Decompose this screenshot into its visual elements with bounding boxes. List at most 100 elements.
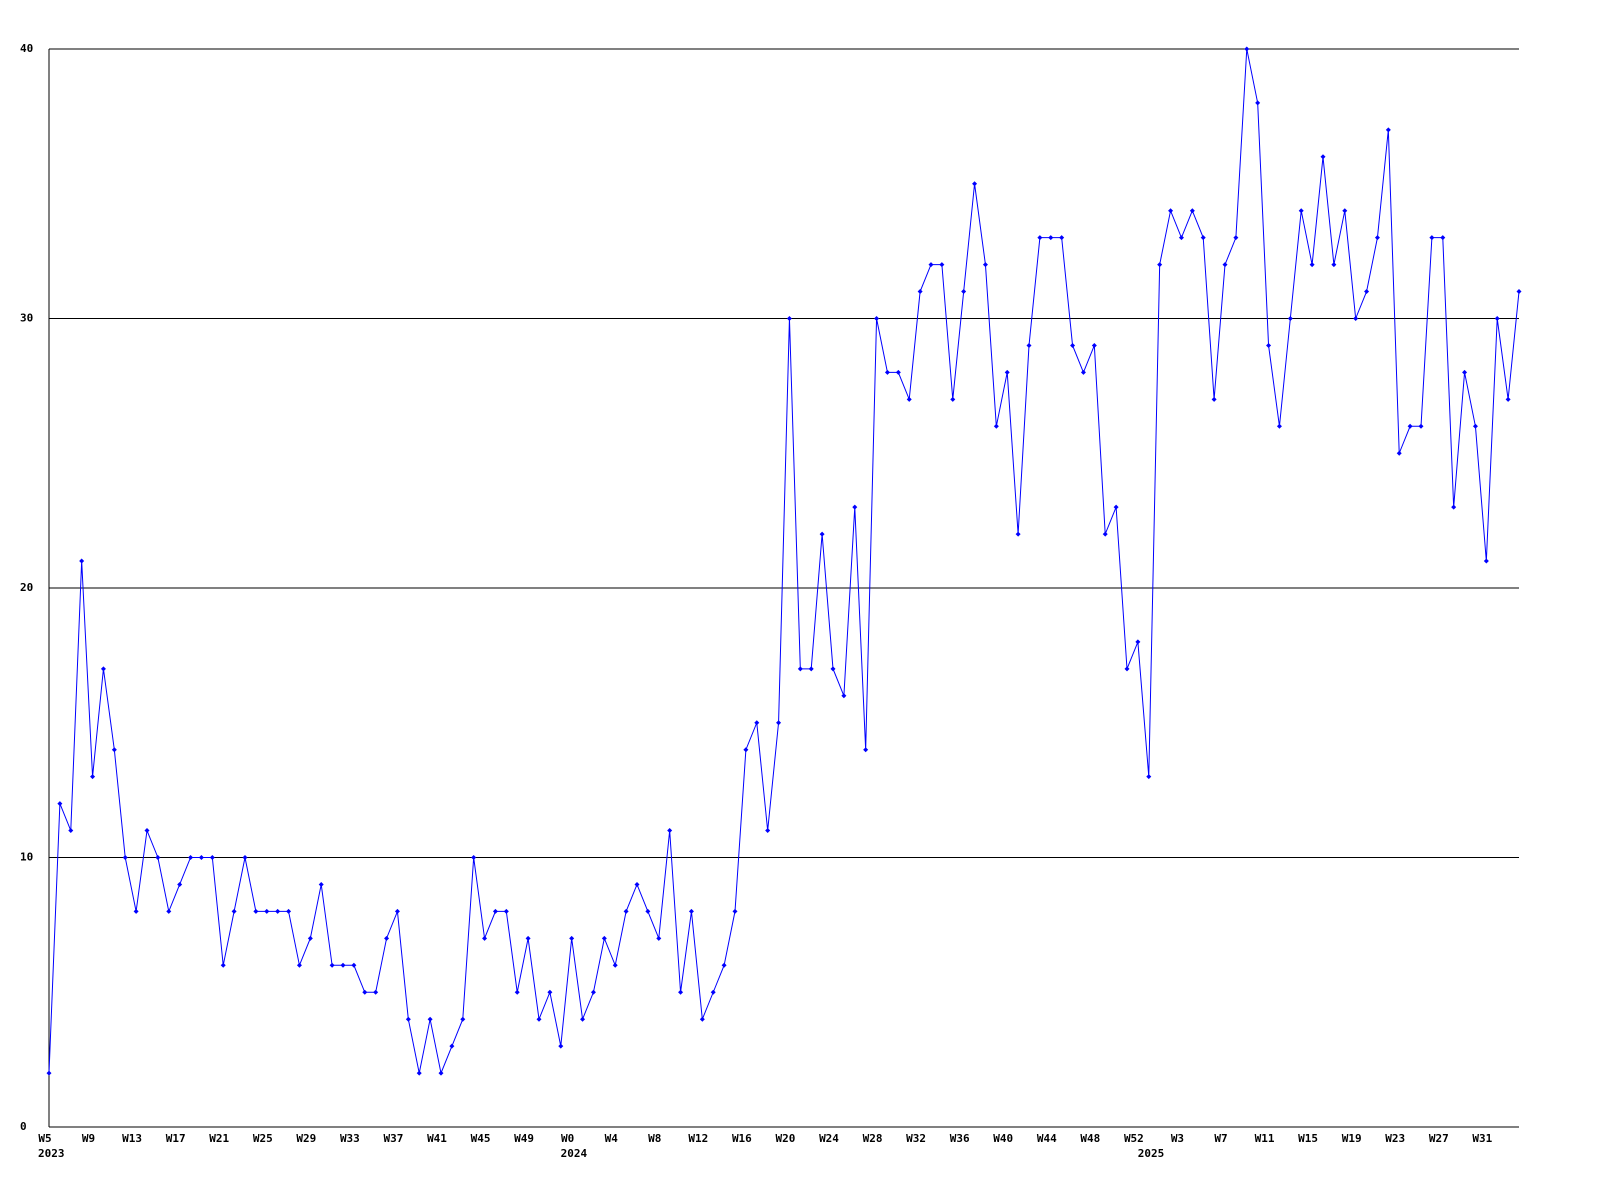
data-point [90,774,96,780]
data-point [1407,423,1413,429]
x-tick-label: W25 [253,1132,273,1145]
data-point [1276,423,1282,429]
data-point [1287,316,1293,321]
data-point [1483,558,1489,564]
x-tick-label: W20 [776,1132,796,1145]
x-tick-label: W11 [1255,1132,1275,1145]
x-tick-label: W5 [38,1132,51,1145]
data-point [928,262,934,268]
data-point [1059,235,1065,241]
data-point [1494,316,1500,321]
data-point [569,935,575,941]
data-point [558,1043,564,1049]
data-point [1070,342,1076,348]
x-tick-label: W45 [471,1132,491,1145]
data-point [743,747,749,753]
data-point [264,908,270,914]
data-point [1233,235,1239,241]
data-point [209,855,215,860]
x-tick-label: W33 [340,1132,360,1145]
data-point [525,935,531,941]
data-point [318,881,324,887]
data-point [1091,342,1097,348]
data-point [895,369,901,375]
data-point [645,908,651,914]
x-tick-label: W31 [1472,1132,1492,1145]
data-point [536,1016,542,1022]
x-tick-label: W24 [819,1132,839,1145]
y-tick-label: 10 [20,851,33,864]
data-point [155,855,161,860]
x-year-label: 2023 [38,1147,65,1160]
data-point [765,828,771,834]
data-point [808,666,814,672]
data-point [863,747,869,753]
data-point [699,1016,705,1022]
data-point [623,908,629,914]
data-point [405,1016,411,1022]
data-point [471,855,477,860]
data-point [1505,396,1511,402]
data-point [122,855,128,860]
data-point [874,316,880,321]
data-point [460,1016,466,1022]
data-point [580,1016,586,1022]
data-point [1037,235,1043,241]
data-point [340,962,346,968]
x-tick-label: W36 [950,1132,970,1145]
x-tick-label: W16 [732,1132,752,1145]
x-tick-label: W32 [906,1132,926,1145]
data-point [1364,289,1370,295]
data-point [993,423,999,429]
data-point [1374,235,1380,241]
data-point [1451,504,1457,510]
data-point [590,989,596,995]
data-point [438,1070,444,1076]
data-point [1048,235,1054,241]
data-point [307,935,313,941]
x-year-label: 2025 [1138,1147,1165,1160]
x-tick-label: W23 [1385,1132,1405,1145]
data-point [1440,235,1446,241]
data-point [492,908,498,914]
x-tick-label: W21 [209,1132,229,1145]
data-point [1211,396,1217,402]
x-tick-label: W8 [648,1132,661,1145]
data-point [231,908,237,914]
data-point [1146,774,1152,780]
data-point [601,935,607,941]
data-point [1080,369,1086,375]
data-point [46,1070,52,1076]
data-point [351,962,357,968]
data-point [242,855,248,860]
data-point [384,935,390,941]
data-point [57,801,63,807]
data-point [1385,127,1391,133]
x-tick-label: W12 [688,1132,708,1145]
data-point [253,908,259,914]
data-point [1309,262,1315,268]
x-tick-label: W29 [296,1132,316,1145]
data-point [1189,208,1195,214]
data-point [982,262,988,268]
data-point [1222,262,1228,268]
y-tick-label: 30 [20,312,33,325]
data-point [906,396,912,402]
data-point [1102,531,1108,537]
data-point [841,693,847,699]
data-point [1244,46,1250,52]
x-tick-label: W7 [1214,1132,1227,1145]
data-point [220,962,226,968]
data-point [1396,450,1402,456]
data-point [1331,262,1337,268]
data-point [1015,531,1021,537]
x-tick-label: W40 [993,1132,1013,1145]
data-point [710,989,716,995]
x-tick-label: W48 [1080,1132,1100,1145]
x-tick-label: W9 [82,1132,95,1145]
data-point [547,989,553,995]
data-point [1418,423,1424,429]
data-point [394,908,400,914]
